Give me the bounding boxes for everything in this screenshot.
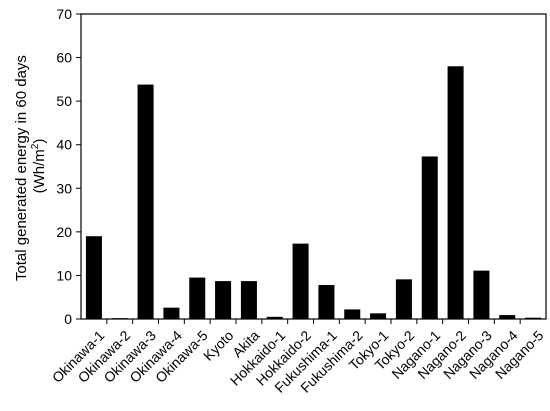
bar [395,279,412,319]
bar [421,156,438,319]
y-axis-unit-end: ) [31,139,48,144]
y-tick-label: 30 [56,180,72,196]
bar [473,270,490,319]
y-axis-title-line2: (Wh/m2) [30,139,48,194]
bar [85,236,102,319]
plot-frame [80,13,547,320]
bar [499,315,516,319]
x-axis-ticks [106,319,521,324]
y-tick-label: 50 [56,93,72,109]
bar [215,281,232,319]
y-tick-label: 10 [56,267,72,283]
y-axis-tick-labels: 0 10 20 30 40 50 60 70 [56,6,72,327]
bar [292,243,309,319]
y-axis-unit-main: (Wh/m [31,149,48,193]
y-axis-unit-superscript: 2 [30,143,41,149]
bar [370,313,387,319]
x-axis-category-labels: Okinawa-1Okinawa-2Okinawa-3Okinawa-4Okin… [49,327,547,396]
x-category-label: Kyoto [200,327,237,364]
y-axis-title: Total generated energy in 60 days (Wh/m2… [13,51,48,281]
bar [344,309,361,319]
bar [240,281,257,319]
y-tick-label: 0 [64,311,72,327]
bar [137,84,154,319]
bar [318,285,335,319]
bar [189,277,206,319]
bar [447,66,464,320]
bar [266,316,283,319]
bar [163,307,180,319]
y-axis-ticks [76,13,81,320]
bar-series [85,66,542,320]
y-axis-title-line1: Total generated energy in 60 days [13,55,30,281]
y-tick-label: 40 [56,137,72,153]
y-tick-label: 20 [56,224,72,240]
y-tick-label: 60 [56,50,72,66]
y-tick-label: 70 [56,6,72,22]
bar [525,317,542,319]
